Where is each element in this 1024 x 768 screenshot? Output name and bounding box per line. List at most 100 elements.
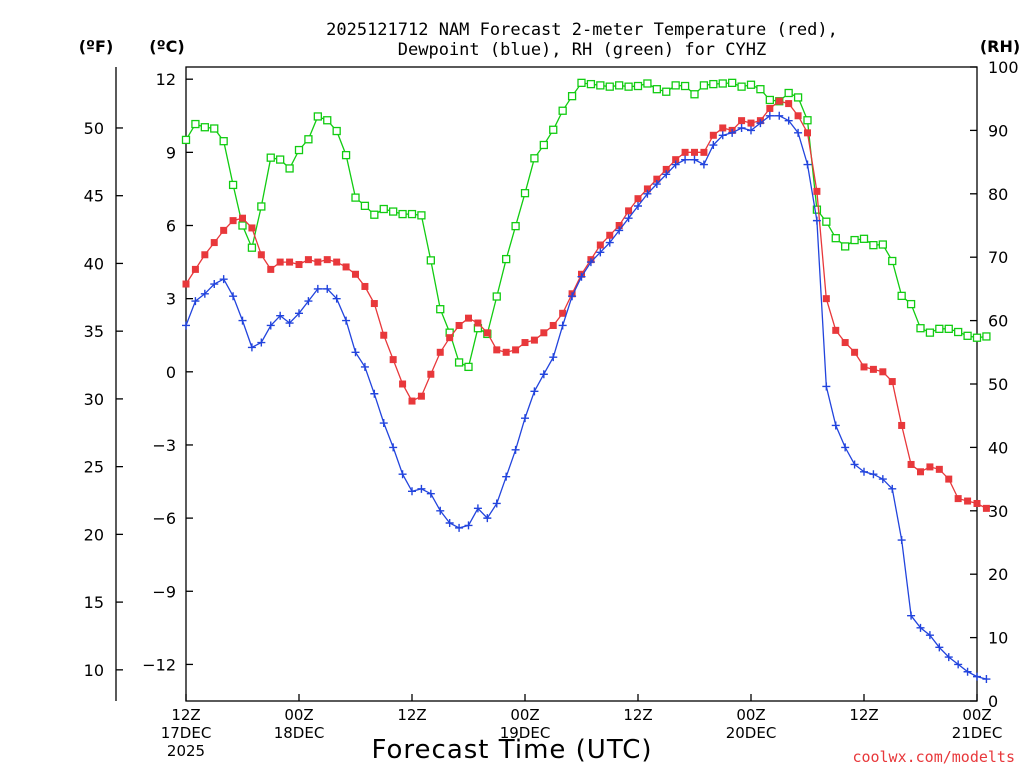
dewpoint-point bbox=[483, 514, 492, 523]
rh-point bbox=[878, 240, 887, 249]
plot-frame bbox=[185, 66, 978, 702]
dewpoint-point bbox=[973, 672, 981, 681]
rh-point bbox=[294, 145, 304, 155]
dewpoint-point bbox=[455, 523, 464, 532]
dewpoint-point bbox=[907, 611, 916, 620]
rh-unit-label: (RH) bbox=[980, 37, 1020, 56]
dewpoint-point bbox=[568, 292, 577, 301]
temperature-point bbox=[333, 258, 341, 266]
dewpoint-point bbox=[925, 631, 934, 640]
dewpoint-point bbox=[624, 214, 633, 223]
rh-point bbox=[219, 137, 228, 146]
dewpoint-point bbox=[247, 343, 256, 352]
x-tick-label: 00Z bbox=[962, 706, 991, 724]
rh-tick-label: 30 bbox=[988, 502, 1008, 521]
celsius-tick-label: 3 bbox=[166, 290, 176, 309]
temperature-point bbox=[625, 207, 633, 215]
dewpoint-point bbox=[605, 238, 614, 247]
rh-point bbox=[379, 204, 388, 214]
temperature-point bbox=[521, 339, 529, 347]
temperature-point bbox=[549, 321, 557, 329]
x-tick-label: 21DEC bbox=[952, 724, 1003, 742]
dewpoint-point bbox=[756, 119, 765, 128]
rh-point bbox=[841, 242, 850, 251]
dewpoint-point bbox=[596, 248, 605, 257]
dewpoint-point bbox=[332, 294, 341, 303]
dewpoint-point bbox=[473, 504, 482, 513]
dewpoint-point bbox=[831, 421, 840, 430]
fahrenheit-tick-label: 35 bbox=[84, 322, 104, 341]
rh-point bbox=[699, 81, 709, 90]
temperature-point bbox=[634, 195, 642, 203]
dewpoint-point bbox=[737, 123, 746, 132]
temperature-point bbox=[907, 460, 915, 468]
temperature-point bbox=[380, 331, 388, 339]
temperature-point bbox=[898, 421, 906, 429]
temperature-point bbox=[643, 185, 651, 193]
rh-point bbox=[982, 332, 991, 341]
celsius-tick-label: −6 bbox=[152, 509, 176, 528]
fahrenheit-tick-label: 45 bbox=[84, 187, 104, 206]
temperature-point bbox=[389, 356, 397, 364]
temperature-point bbox=[822, 295, 830, 303]
dewpoint-point bbox=[860, 467, 868, 476]
x-tick-label: 20DEC bbox=[726, 724, 777, 742]
dewpoint-point bbox=[784, 116, 793, 125]
temperature-point bbox=[700, 148, 708, 156]
rh-tick-label: 40 bbox=[988, 438, 1008, 457]
rh-point bbox=[558, 106, 567, 115]
dewpoint-point bbox=[615, 226, 624, 235]
rh-point bbox=[492, 292, 501, 301]
rh-point bbox=[276, 155, 285, 164]
dewpoint-point bbox=[916, 623, 925, 632]
rh-tick-label: 50 bbox=[988, 375, 1008, 394]
temperature-point bbox=[493, 346, 501, 354]
dewpoint-point bbox=[888, 484, 897, 493]
temperature-point bbox=[888, 378, 896, 386]
celsius-unit-label: (ºC) bbox=[149, 37, 184, 56]
rh-point bbox=[586, 79, 596, 89]
dewpoint-point bbox=[671, 160, 680, 169]
dewpoint-point bbox=[389, 443, 398, 452]
rh-point bbox=[502, 254, 511, 264]
dewpoint-point bbox=[944, 653, 953, 662]
rh-point bbox=[643, 79, 652, 88]
x-tick-label: 00Z bbox=[284, 706, 313, 724]
rh-point bbox=[454, 358, 464, 367]
temperature-point bbox=[879, 368, 887, 376]
dewpoint-point bbox=[238, 316, 247, 325]
rh-tick-label: 100 bbox=[988, 58, 1019, 77]
dewpoint-point bbox=[379, 419, 388, 428]
credit-text: coolwx.com/modelts bbox=[852, 748, 1015, 766]
dewpoint-point bbox=[728, 128, 737, 137]
dewpoint-point bbox=[690, 155, 699, 164]
temperature-point bbox=[323, 256, 331, 264]
rh-point bbox=[539, 140, 548, 150]
rh-point bbox=[191, 119, 200, 129]
rh-point bbox=[520, 189, 530, 198]
temperature-point bbox=[681, 148, 689, 156]
temperature-point bbox=[615, 222, 623, 229]
rh-point bbox=[181, 135, 191, 145]
dewpoint-point bbox=[662, 170, 671, 179]
temperature-point bbox=[662, 165, 670, 173]
rh-point bbox=[351, 193, 360, 202]
temperature-point bbox=[559, 309, 567, 317]
dewpoint-point bbox=[803, 160, 812, 169]
rh-point bbox=[615, 81, 624, 90]
dewpoint-point bbox=[681, 155, 690, 164]
dewpoint-point bbox=[502, 472, 511, 481]
temperature-point bbox=[342, 263, 350, 271]
temperature-point bbox=[191, 265, 199, 273]
temperature-point bbox=[926, 463, 934, 471]
dewpoint-point bbox=[182, 321, 190, 330]
temperature-point bbox=[201, 251, 209, 259]
rh-point bbox=[963, 331, 972, 340]
x-tick-label: 12Z bbox=[849, 706, 878, 724]
temperature-point bbox=[436, 348, 444, 356]
dewpoint-point bbox=[718, 131, 727, 140]
temperature-point bbox=[370, 300, 378, 308]
temperature-point bbox=[738, 117, 746, 125]
dewpoint-point bbox=[304, 297, 313, 306]
temperature-point bbox=[182, 280, 190, 288]
